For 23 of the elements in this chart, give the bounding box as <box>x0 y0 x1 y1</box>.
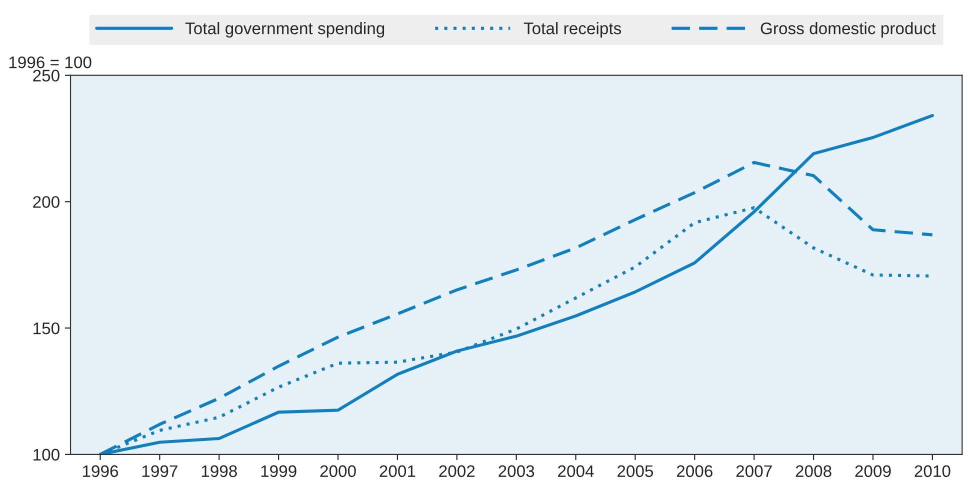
x-tick-label: 2009 <box>855 465 891 478</box>
y-tick-label: 250 <box>33 70 60 82</box>
x-tick-label: 1999 <box>261 465 296 478</box>
x-tick-label: 1997 <box>142 465 178 478</box>
x-tick-label: 2007 <box>736 465 772 478</box>
x-tick-label: 1998 <box>202 465 237 478</box>
x-tick-label: 2008 <box>796 465 832 478</box>
x-tick-label: 2004 <box>558 465 594 478</box>
y-tick-label: 150 <box>34 322 60 334</box>
legend-label: Total receipts <box>524 22 622 38</box>
x-tick-label: 1996 <box>82 465 118 478</box>
x-tick-label: 2002 <box>439 465 475 478</box>
y-tick-label: 200 <box>33 196 60 208</box>
x-tick-label: 2005 <box>618 465 654 478</box>
x-tick-label: 2010 <box>914 465 950 478</box>
y-tick-label: 100 <box>34 448 60 461</box>
x-tick-label: 2000 <box>320 465 356 478</box>
legend-label: Gross domestic product <box>760 22 936 38</box>
y-axis-title: 1996 = 100 <box>9 56 92 68</box>
x-tick-label: 2006 <box>676 465 712 478</box>
x-tick-label: 2001 <box>380 465 416 478</box>
x-tick-label: 2003 <box>498 465 534 478</box>
legend-label: Total government spending <box>185 22 384 38</box>
